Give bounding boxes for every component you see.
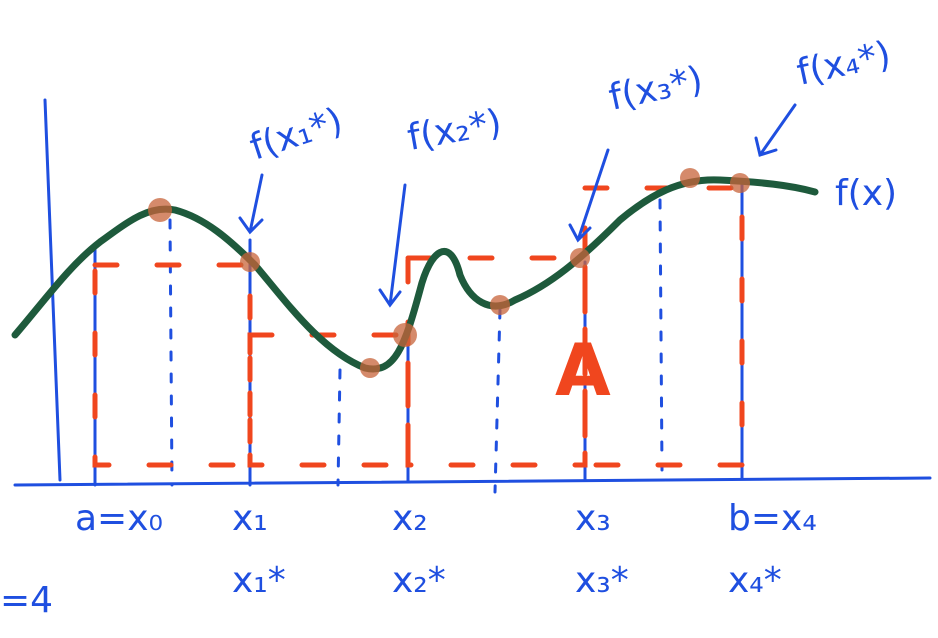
sample-label: x₃* bbox=[575, 560, 629, 601]
sample-label: x₁* bbox=[232, 560, 286, 601]
label-f-x2-star: f(x₂*) bbox=[404, 102, 504, 159]
x-axis bbox=[15, 478, 930, 485]
label-f-x3-star: f(x₃*) bbox=[605, 59, 706, 119]
point-label: x₁ bbox=[232, 498, 268, 539]
point-label: x₃ bbox=[575, 498, 611, 539]
label-f-x: f(x) bbox=[835, 173, 897, 214]
sample-label: x₄* bbox=[728, 560, 782, 601]
label-n: =4 bbox=[0, 580, 53, 621]
label-f-x1-star: f(x₁*) bbox=[245, 100, 348, 168]
label-f-x4-star: f(x₄*) bbox=[793, 34, 894, 94]
partition-lines bbox=[95, 185, 742, 492]
point-label: a=x₀ bbox=[75, 498, 163, 539]
point-label: b=x₄ bbox=[728, 498, 817, 539]
point-label: x₂ bbox=[392, 498, 428, 539]
sample-label: x₂* bbox=[392, 560, 446, 601]
riemann-rectangles bbox=[95, 188, 742, 465]
label-area: A bbox=[555, 328, 611, 412]
riemann-sum-sketch: f(x₁*) f(x₂*) f(x₃*) f(x₄*) f(x) A =4 a=… bbox=[0, 0, 938, 638]
